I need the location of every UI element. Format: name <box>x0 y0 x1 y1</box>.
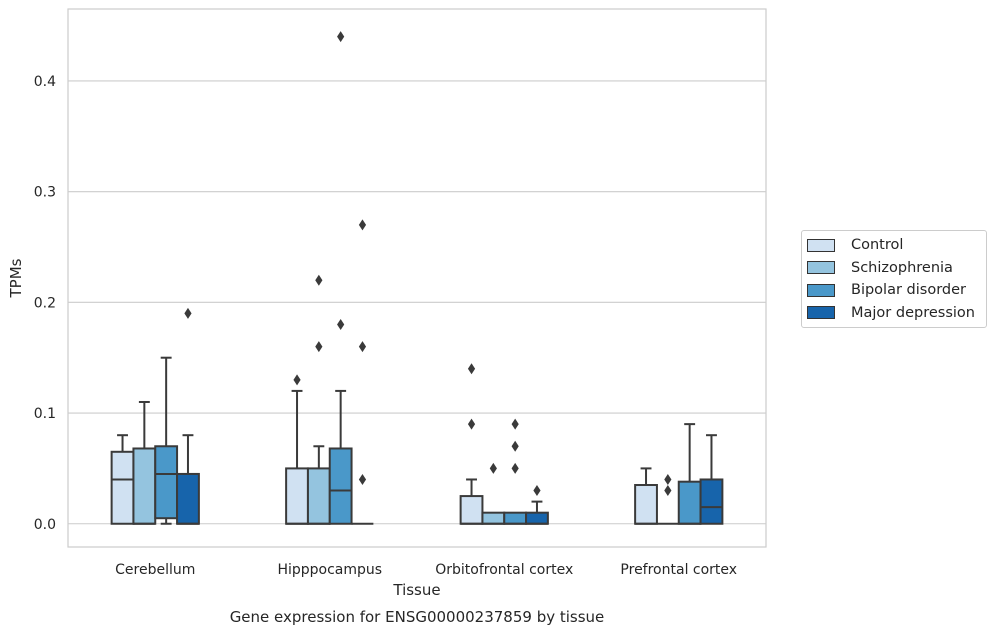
x-tick-label: Hipppocampus <box>277 562 382 578</box>
box-body <box>306 467 331 525</box>
outlier-point <box>489 462 497 474</box>
y-axis-title: TPMs <box>7 258 25 298</box>
x-tick-label: Prefrontal cortex <box>620 562 737 578</box>
box-3-1 <box>351 219 374 525</box>
box-3-3 <box>699 434 724 525</box>
box-1-2 <box>481 462 506 525</box>
outlier-point <box>293 374 301 386</box>
outlier-point <box>467 363 476 375</box>
box-body <box>285 467 309 525</box>
y-tick-label: 0.4 <box>34 74 56 90</box>
chart-caption: Gene expression for ENSG00000237859 by t… <box>230 608 605 626</box>
box-3-0 <box>176 307 200 525</box>
box-body <box>459 495 484 525</box>
plot-area <box>67 8 767 548</box>
y-tick-label: 0.1 <box>34 406 56 422</box>
y-tick-label: 0.3 <box>34 185 56 201</box>
outlier-point <box>315 341 323 353</box>
box-series <box>110 31 724 525</box>
outlier-point <box>533 485 541 497</box>
box-0-1 <box>285 374 309 525</box>
legend-swatch <box>807 238 835 252</box>
box-0-2 <box>459 363 484 525</box>
box-body <box>525 511 549 525</box>
legend-label: Bipolar disorder <box>851 282 966 299</box>
outlier-point <box>358 341 367 353</box>
outlier-point <box>358 219 367 231</box>
y-tick-label: 0.0 <box>34 517 56 533</box>
outlier-point <box>337 318 345 330</box>
outlier-point <box>664 485 672 497</box>
legend-label: Control <box>851 237 904 254</box>
outlier-point <box>664 473 672 485</box>
legend-item: Bipolar disorder <box>802 279 986 302</box>
box-body <box>110 450 135 525</box>
legend: Control Schizophrenia Bipolar disorder Majo… <box>801 230 987 328</box>
box-body <box>481 511 506 525</box>
legend-swatch <box>807 283 835 297</box>
box-body <box>132 447 157 525</box>
box-body <box>503 511 528 525</box>
box-0-3 <box>634 467 658 525</box>
box-body <box>176 472 200 525</box>
x-tick-label: Cerebellum <box>115 562 195 578</box>
outlier-point <box>511 418 519 430</box>
box-1-1 <box>306 274 331 525</box>
box-body <box>677 480 702 525</box>
outlier-point <box>467 418 476 430</box>
y-tick-labels: 0.0 0.1 0.2 0.3 0.4 <box>34 74 56 533</box>
box-1-3 <box>656 473 679 525</box>
box-body <box>699 478 724 525</box>
box-2-1 <box>328 31 353 525</box>
legend-swatch <box>807 261 835 275</box>
y-tick-label: 0.2 <box>34 295 56 311</box>
legend-label: Schizophrenia <box>851 259 953 276</box>
box-3-2 <box>525 485 549 525</box>
outlier-point <box>184 307 192 319</box>
x-tick-label: Orbitofrontal cortex <box>435 562 573 578</box>
outlier-point <box>358 473 367 485</box>
box-body <box>154 445 179 520</box>
outlier-point <box>511 440 519 452</box>
x-axis-title: Tissue <box>392 581 440 599</box>
outlier-point <box>337 31 345 43</box>
box-body <box>634 484 658 525</box>
legend-swatch <box>807 306 835 320</box>
legend-item: Major depression <box>802 302 986 325</box>
outlier-point <box>315 274 323 286</box>
x-tick-labels: Cerebellum Hipppocampus Orbitofrontal cort… <box>115 562 737 578</box>
box-body <box>328 447 353 525</box>
outlier-point <box>511 462 519 474</box>
legend-item: Schizophrenia <box>802 257 986 280</box>
legend-item: Control <box>802 234 986 257</box>
legend-label: Major depression <box>851 304 975 321</box>
